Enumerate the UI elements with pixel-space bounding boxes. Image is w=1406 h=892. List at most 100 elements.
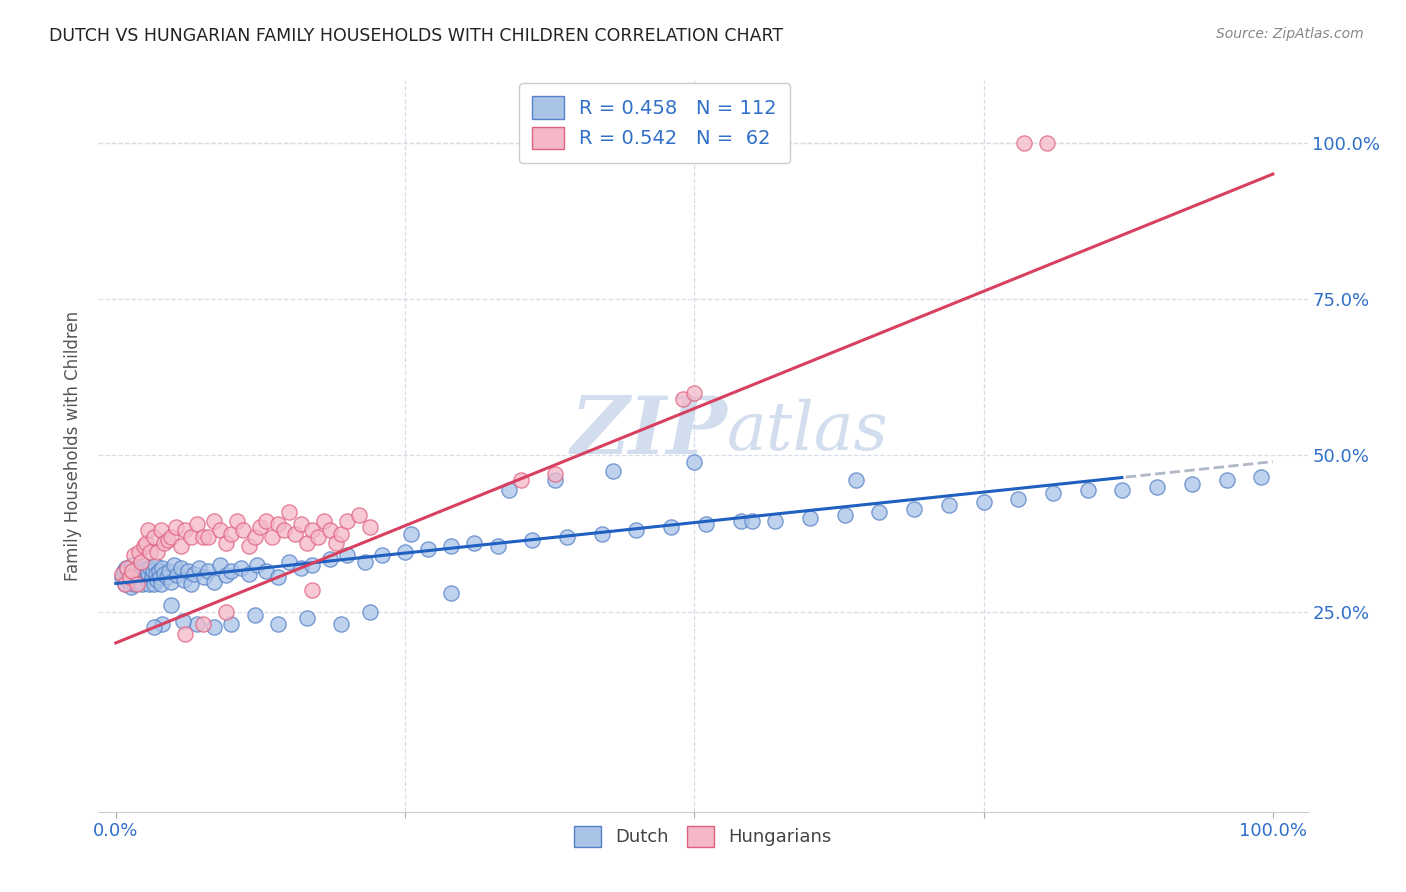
Point xyxy=(202,574,225,589)
Point xyxy=(221,526,243,541)
Point xyxy=(139,545,162,559)
Point xyxy=(295,611,318,625)
Point xyxy=(166,568,188,582)
Y-axis label: Family Households with Children: Family Households with Children xyxy=(65,311,83,581)
Point xyxy=(117,561,139,575)
Point xyxy=(153,567,176,582)
Point xyxy=(141,570,163,584)
Point xyxy=(169,561,191,575)
Point xyxy=(330,526,353,541)
Point xyxy=(243,607,266,622)
Point xyxy=(254,514,277,528)
Point xyxy=(132,539,155,553)
Point xyxy=(118,570,141,584)
Point xyxy=(162,558,184,572)
Point xyxy=(834,508,856,522)
Point xyxy=(278,555,301,569)
Point xyxy=(173,574,195,588)
Point xyxy=(1077,483,1099,497)
Point xyxy=(160,530,183,544)
Point xyxy=(120,580,142,594)
Point xyxy=(544,467,567,482)
Point xyxy=(319,551,342,566)
Point xyxy=(336,514,359,528)
Point xyxy=(180,530,202,544)
Point xyxy=(129,570,152,584)
Point xyxy=(359,520,381,534)
Point xyxy=(110,567,132,582)
Point xyxy=(143,620,166,634)
Point xyxy=(208,524,231,538)
Point xyxy=(110,570,132,584)
Point xyxy=(730,514,752,528)
Point xyxy=(330,617,353,632)
Point xyxy=(672,392,695,406)
Point xyxy=(156,570,179,584)
Point xyxy=(938,499,960,513)
Point xyxy=(186,517,208,532)
Point xyxy=(127,574,149,589)
Point xyxy=(307,530,329,544)
Point xyxy=(191,617,214,632)
Point xyxy=(131,576,153,591)
Point xyxy=(799,511,821,525)
Point xyxy=(174,626,197,640)
Point xyxy=(149,576,172,591)
Point xyxy=(121,558,143,572)
Point xyxy=(509,474,531,488)
Point xyxy=(125,561,148,575)
Point xyxy=(267,570,290,584)
Point xyxy=(142,564,165,578)
Point xyxy=(143,558,166,572)
Point xyxy=(202,620,225,634)
Point xyxy=(118,570,141,584)
Point xyxy=(215,536,238,550)
Point xyxy=(197,530,219,544)
Point xyxy=(399,526,422,541)
Point xyxy=(312,514,335,528)
Point xyxy=(1146,480,1168,494)
Point xyxy=(1111,483,1133,497)
Point xyxy=(132,558,155,572)
Point xyxy=(143,530,166,544)
Point xyxy=(134,568,156,582)
Point xyxy=(215,605,238,619)
Point xyxy=(463,536,485,550)
Point xyxy=(172,614,194,628)
Point xyxy=(150,617,173,632)
Point xyxy=(208,558,231,572)
Point xyxy=(267,617,290,632)
Point xyxy=(371,549,394,563)
Point xyxy=(156,533,179,547)
Point xyxy=(498,483,520,497)
Point xyxy=(301,524,323,538)
Point xyxy=(319,524,342,538)
Point xyxy=(150,561,173,575)
Point xyxy=(254,564,277,578)
Point xyxy=(238,539,260,553)
Point xyxy=(165,520,187,534)
Point xyxy=(193,570,215,584)
Point xyxy=(129,564,152,578)
Point xyxy=(903,501,925,516)
Point xyxy=(1215,474,1237,488)
Point xyxy=(544,474,567,488)
Point xyxy=(145,567,167,582)
Point xyxy=(136,566,159,580)
Point xyxy=(284,526,307,541)
Point xyxy=(157,564,180,578)
Point xyxy=(229,561,252,575)
Point xyxy=(246,558,269,572)
Point xyxy=(121,564,143,578)
Point xyxy=(186,617,208,632)
Point xyxy=(1036,136,1059,150)
Point xyxy=(129,555,152,569)
Text: ZIP: ZIP xyxy=(571,392,727,470)
Point xyxy=(128,545,150,559)
Point xyxy=(112,564,135,578)
Point xyxy=(221,617,243,632)
Point xyxy=(160,574,183,589)
Point xyxy=(555,530,578,544)
Point xyxy=(115,561,138,575)
Legend: Dutch, Hungarians: Dutch, Hungarians xyxy=(567,819,839,854)
